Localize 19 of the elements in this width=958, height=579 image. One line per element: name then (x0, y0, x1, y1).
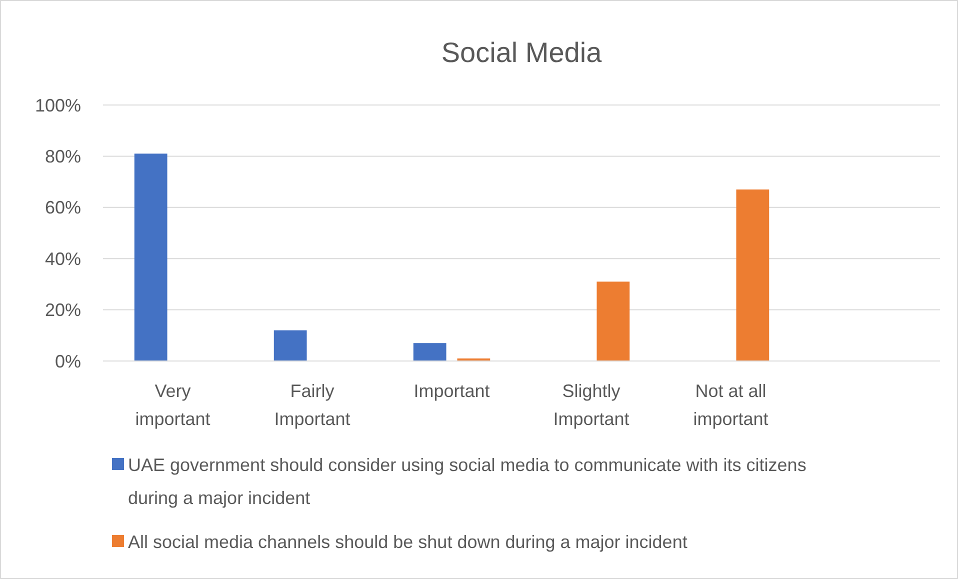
bar (736, 189, 770, 361)
x-tick-label: Fairly Important (274, 381, 350, 429)
bar (274, 330, 307, 361)
bar (134, 154, 168, 361)
chart-title: Social Media (441, 37, 602, 68)
legend-label: All social media channels should be shut down during a major incident (128, 532, 688, 552)
y-tick-label: 40% (44, 248, 81, 269)
x-tick-label: Not at all important (693, 381, 768, 429)
y-tick-label: 60% (44, 198, 81, 218)
y-tick-label: 100% (34, 95, 81, 116)
y-tick-label: 80% (44, 146, 81, 166)
bar (596, 282, 630, 361)
legend-label: UAE government should consider using social media to communicate with its citizens during a major incident (128, 455, 806, 508)
y-tick-label: 20% (44, 300, 81, 320)
x-tick-label: Important (414, 381, 490, 401)
bar (413, 343, 446, 361)
y-tick-label: 0% (54, 351, 81, 372)
x-tick-label: Very important (135, 381, 210, 429)
x-tick-label: Slightly Important (553, 381, 630, 429)
